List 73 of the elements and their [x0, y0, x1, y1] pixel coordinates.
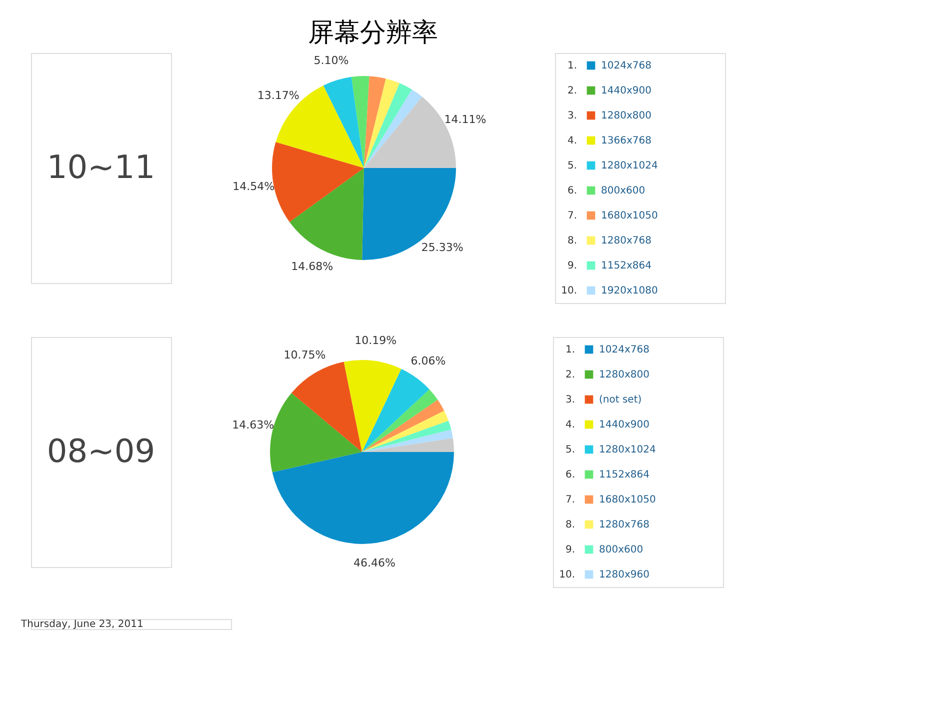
legend-label: 1280x960 [599, 570, 650, 580]
legend-label: 1280x768 [601, 236, 652, 246]
text: 8. [567, 236, 577, 246]
text: 3. [565, 394, 575, 406]
legend-label: 1152x864 [601, 260, 652, 272]
text: 4. [565, 420, 575, 430]
legend-label: 1280x800 [599, 370, 650, 380]
pie-slice [323, 76, 364, 168]
text: 08~09 [46, 432, 156, 470]
pie-slice [272, 452, 454, 544]
legend-label: 1152x864 [599, 470, 650, 480]
chart-title: 屏幕分辨率 [308, 18, 438, 48]
text: 7. [567, 210, 577, 222]
pie-slice [362, 368, 430, 452]
legend-label: 1024x768 [601, 60, 652, 72]
pie-slice [344, 360, 402, 452]
text: 10. [559, 570, 575, 580]
pie-slice [364, 83, 412, 168]
text: 9. [565, 544, 575, 556]
text: 10~11 [46, 148, 156, 186]
pie-slice [351, 76, 370, 168]
legend-label: 1024x768 [599, 344, 650, 356]
text: 3. [567, 110, 577, 122]
text: 4. [567, 136, 577, 146]
legend-label: 1680x1050 [599, 494, 656, 506]
pie-slice [362, 410, 449, 452]
pie-slice [362, 389, 438, 452]
pie-slice [364, 76, 386, 168]
data-label: 14.54% [232, 180, 275, 194]
legend-label: 1680x1050 [601, 210, 658, 222]
legend-label: 800x600 [601, 186, 646, 196]
data-label: 13.17% [257, 88, 300, 102]
legend-label: 1440x900 [599, 420, 650, 430]
data-label: 46.46% [353, 556, 396, 570]
legend-label: (not set) [599, 394, 642, 406]
data-label: 6.06% [410, 354, 446, 368]
pie-slice [362, 430, 453, 452]
pie-slice [272, 142, 364, 222]
pie-slice [364, 89, 422, 168]
data-label: 10.75% [284, 348, 326, 362]
legend-label: 1280x768 [599, 520, 650, 530]
legend-label: 1280x1024 [601, 160, 658, 172]
pie-slice [364, 78, 400, 168]
text: 2. [565, 370, 575, 380]
text: 6. [565, 470, 575, 480]
legend-label: 1280x1024 [599, 444, 656, 456]
data-label: 5.10% [314, 54, 349, 67]
pie-slice [291, 362, 362, 452]
text: 2. [567, 86, 577, 96]
text: 6. [567, 186, 577, 196]
legend-label: 1920x1080 [601, 286, 658, 296]
pie-slice [362, 400, 444, 452]
pie-slice [362, 420, 452, 452]
text: Thursday, June 23, 2011 [20, 619, 144, 630]
text: 5. [567, 160, 577, 172]
pie-slice [362, 438, 454, 452]
text: 5. [565, 444, 575, 456]
legend-label: 1366x768 [601, 136, 652, 146]
text: 8. [565, 520, 575, 530]
data-label: 10.19% [354, 334, 397, 347]
pie-slice [290, 168, 364, 260]
text: 7. [565, 494, 575, 506]
data-label: 25.33% [421, 241, 464, 254]
text: 1. [567, 60, 577, 72]
data-label: 14.11% [444, 112, 486, 126]
legend-label: 1280x800 [601, 110, 652, 122]
legend-label: 1440x900 [601, 86, 652, 96]
text: 10. [561, 286, 577, 296]
legend-label: 800x600 [599, 544, 644, 556]
text: 1. [565, 344, 575, 356]
text: 9. [567, 260, 577, 272]
data-label: 14.63% [232, 418, 274, 432]
data-label: 14.68% [291, 260, 334, 274]
